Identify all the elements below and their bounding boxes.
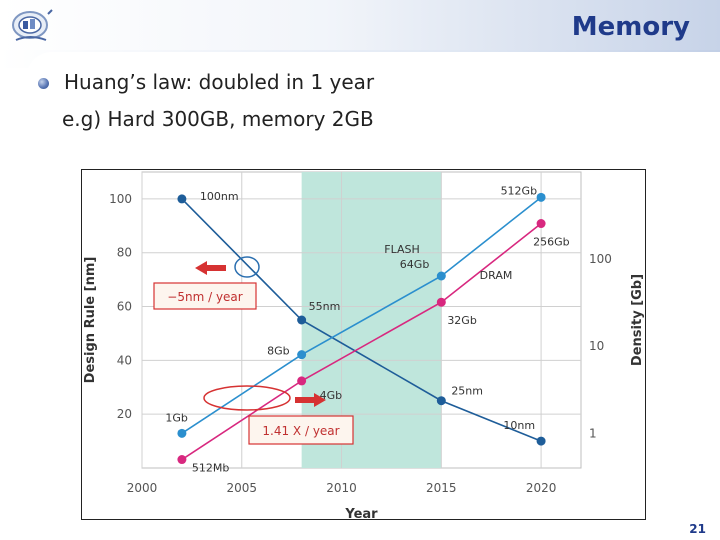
y-right-tick-label: 10	[589, 339, 604, 353]
right-arrow-icon	[295, 393, 326, 407]
data-label: 512Gb	[501, 184, 538, 197]
data-label: 512Mb	[192, 462, 229, 475]
bullet-text-example: e.g) Hard 300GB, memory 2GB	[62, 107, 374, 131]
data-point	[177, 455, 187, 465]
data-point	[536, 436, 546, 446]
x-tick-label: 2005	[226, 481, 257, 495]
data-point	[297, 315, 307, 325]
data-point	[297, 350, 307, 360]
dram-series-label: DRAM	[480, 269, 513, 282]
series-line-dram	[181, 222, 542, 461]
design-rule-trend-box	[153, 282, 257, 310]
data-label: 25nm	[451, 385, 483, 398]
flash-series-label: FLASH	[384, 243, 420, 256]
memory-trend-chart: 2000 2005 2010 2015 202020406080100110100Yea…	[83, 171, 645, 519]
y-left-tick-label: 20	[117, 407, 132, 421]
y-left-axis-title: Design Rule [nm]	[83, 257, 98, 384]
y-right-tick-label: 1	[589, 426, 597, 440]
density-highlight-ellipse	[203, 385, 291, 411]
slide-title: Memory	[571, 12, 690, 42]
data-label: 256Gb	[533, 236, 570, 249]
data-label: 1Gb	[165, 411, 188, 424]
y-left-tick-label: 60	[117, 300, 132, 314]
chart-frame: 2000 2005 2010 2015 2020 20 40 60 80 100 1 10 100 Yea…	[81, 169, 646, 520]
data-point	[536, 219, 546, 229]
bullet-text-huangs-law: Huang’s law: doubled in 1 year	[64, 70, 375, 94]
data-label: 4Gb	[320, 389, 343, 402]
x-tick-label: 2015	[426, 481, 457, 495]
bullet-icon	[38, 78, 49, 89]
data-point	[436, 396, 446, 406]
data-point	[297, 376, 307, 386]
data-label: 8Gb	[267, 345, 290, 358]
data-point	[536, 192, 546, 202]
lab-logo-icon	[12, 9, 53, 41]
x-tick-label: 2010	[326, 481, 357, 495]
y-right-tick-label: 100	[589, 252, 612, 266]
data-point	[177, 194, 187, 204]
data-label: 32Gb	[447, 314, 477, 327]
left-arrow-icon	[195, 261, 226, 275]
x-tick-label: 2000	[127, 481, 158, 495]
design-rule-highlight-circle	[234, 256, 260, 278]
data-label: 64Gb	[400, 258, 430, 271]
series-line-flash	[181, 196, 542, 435]
data-point	[177, 428, 187, 438]
data-label: 100nm	[200, 190, 239, 203]
data-point	[436, 271, 446, 281]
density-trend-label: 1.41 X / year	[262, 424, 339, 438]
x-axis-title: Year	[344, 507, 378, 519]
header-bar	[0, 0, 720, 52]
y-left-tick-label: 100	[109, 192, 132, 206]
density-trend-box	[248, 415, 354, 445]
data-label: 10nm	[503, 419, 535, 432]
page-number: 21	[689, 522, 706, 536]
x-tick-label: 2020	[526, 481, 557, 495]
series-line-design-rule	[181, 198, 542, 442]
data-point	[436, 297, 446, 307]
y-left-tick-label: 40	[117, 353, 132, 367]
data-label: 55nm	[309, 300, 341, 313]
design-rule-trend-label: −5nm / year	[167, 290, 242, 304]
y-right-axis-title: Density [Gb]	[630, 274, 645, 366]
y-left-tick-label: 80	[117, 246, 132, 260]
